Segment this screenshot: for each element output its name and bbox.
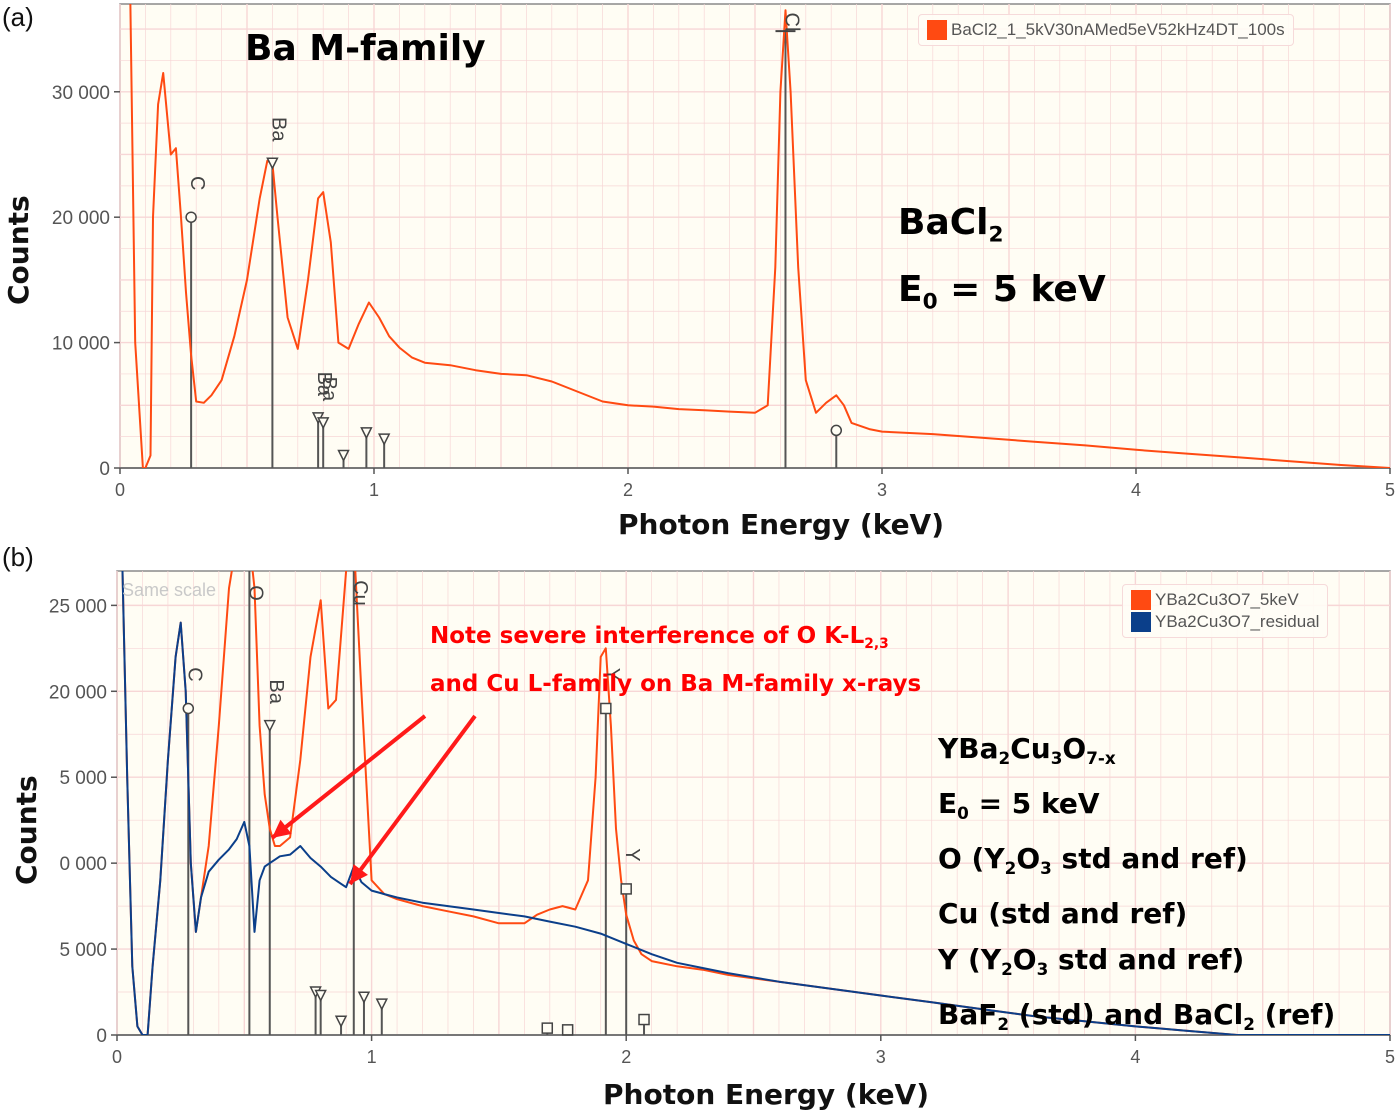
y-tick-label: 20 000 xyxy=(52,208,110,229)
legend-item-bacl2[interactable]: BaCl2_1_5kV30nAMed5eV52kHz4DT_100s xyxy=(927,19,1285,41)
x-tick-label: 3 xyxy=(876,1047,886,1067)
axes: 0 1 2 3 4 5 0 5 000 0 000 5 000 20 000 25 000 xyxy=(49,596,1395,1067)
series-YBa2Cu3O7_residual xyxy=(121,571,1390,1035)
x-tick-label: 2 xyxy=(621,1047,631,1067)
annot-a-line1: BaCl xyxy=(898,202,989,243)
x-tick-label: 4 xyxy=(1130,1047,1140,1067)
marker-ba: Ba xyxy=(263,679,287,733)
x-tick-label: 0 xyxy=(112,1047,122,1067)
annot-b-line-4: Y (Y2O3 std and ref) xyxy=(938,942,1245,979)
marker-ba: Ba xyxy=(316,377,340,430)
panel-b-ylabel: Counts xyxy=(10,775,43,885)
panel-a-ylabel: Counts xyxy=(2,195,35,305)
marker-cu: Cu xyxy=(349,580,371,606)
y-tick-label: 10 000 xyxy=(52,334,110,355)
marker-ba xyxy=(314,989,327,1003)
marker-ba: Ba xyxy=(266,117,289,170)
marker-cl xyxy=(830,424,843,437)
marker-label: Ba xyxy=(318,377,340,402)
marker-ba xyxy=(360,427,373,440)
panel-a-xlabel: Photon Energy (keV) xyxy=(618,508,945,541)
panel-b-label: (b) xyxy=(2,542,34,572)
y-tick-label: 0 000 xyxy=(59,854,107,875)
marker-label: C xyxy=(186,176,208,190)
marker-y xyxy=(541,1022,554,1034)
same-scale-label: Same scale xyxy=(122,580,217,600)
marker-ba xyxy=(377,433,391,446)
interference-note: Note severe interference of O K-L2,3 and… xyxy=(430,623,922,697)
x-tick-label: 1 xyxy=(367,1047,377,1067)
annot-b-line-1: E0 = 5 keV xyxy=(938,786,1100,823)
legend-item-ybco-5kev[interactable]: YBa2Cu3O7_5keV xyxy=(1131,589,1319,611)
x-tick-label: 5 xyxy=(1385,480,1395,500)
y-tick-label: 20 000 xyxy=(49,682,107,703)
marker-label: Ba xyxy=(265,679,287,704)
marker-label: O xyxy=(244,585,266,601)
interference-arrows xyxy=(270,714,477,886)
marker-c: C xyxy=(185,176,208,223)
y-tick-label: 30 000 xyxy=(52,83,110,104)
marker-y: Y xyxy=(620,848,643,895)
x-tick-label: 0 xyxy=(115,480,125,500)
x-tick-label: 5 xyxy=(1385,1047,1395,1067)
marker-y xyxy=(561,1024,574,1036)
panel-b-legend: YBa2Cu3O7_5keV YBa2Cu3O7_residual xyxy=(1122,584,1329,638)
x-tick-label: 3 xyxy=(877,480,887,500)
legend-item-ybco-residual[interactable]: YBa2Cu3O7_residual xyxy=(1131,611,1319,633)
panel-a-label: (a) xyxy=(2,2,34,32)
annot-b-line-3: Cu (std and ref) xyxy=(938,896,1188,930)
y-tick-label: 25 000 xyxy=(49,596,107,617)
marker-label: C xyxy=(183,667,205,681)
x-tick-label: 2 xyxy=(623,480,633,500)
grid xyxy=(119,4,1391,469)
marker-c: C xyxy=(182,667,205,715)
marker-o: O xyxy=(244,585,266,601)
panel-b-plot: 0 1 2 3 4 5 0 5 000 0 000 5 000 20 000 25 000 C O Ba Cu… xyxy=(49,570,1395,1067)
axes: 0 1 2 3 4 5 0 10 000 20 000 30 000 xyxy=(52,83,1395,500)
marker-ba xyxy=(375,998,388,1011)
annot-b-line-0: YBa2Cu3O7-x xyxy=(938,732,1116,768)
marker-label: Cu xyxy=(349,580,371,606)
x-tick-label: 4 xyxy=(1131,480,1141,500)
x-tick-label: 1 xyxy=(369,480,379,500)
y-tick-label: 0 xyxy=(99,459,110,480)
marker-cl: Cl xyxy=(775,13,802,33)
marker-y xyxy=(638,1013,650,1026)
element-markers xyxy=(187,571,646,1035)
panel-b-xlabel: Photon Energy (keV) xyxy=(603,1078,930,1111)
panel-a-sample-annotation: BaCl2 E0 = 5 keV xyxy=(898,202,1106,315)
panel-a-legend: BaCl2_1_5kV30nAMed5eV52kHz4DT_100s xyxy=(918,14,1294,46)
y-tick-label: 5 000 xyxy=(59,940,107,961)
legend-swatch-blue xyxy=(1131,612,1151,632)
y-tick-label: 0 xyxy=(96,1026,107,1047)
marker-label: Ba xyxy=(267,117,289,142)
annot-b-line-2: O (Y2O3 std and ref) xyxy=(938,841,1248,878)
series-BaCl2_1_5kV30nAMed5eV52kHz4DT_100s xyxy=(129,4,1390,468)
marker-y: Y xyxy=(600,668,623,715)
annot-b-line-5: BaF2 (std) and BaCl2 (ref) xyxy=(938,997,1336,1034)
legend-swatch-orange xyxy=(927,20,947,40)
marker-label: Ba xyxy=(313,372,335,397)
y-tick-label: 5 000 xyxy=(59,768,107,789)
panel-b-sample-annotation: YBa2Cu3O7-x E0 = 5 keV O (Y2O3 std and ref… xyxy=(938,726,1335,1046)
element-markers xyxy=(190,29,838,468)
marker-label: Cl xyxy=(780,13,802,32)
marker-ba xyxy=(337,449,350,463)
panel-a-title: Ba M-family xyxy=(245,28,486,69)
marker-label: Y xyxy=(601,668,623,681)
marker-ba xyxy=(334,1015,348,1028)
marker-label: Y xyxy=(621,848,643,861)
marker-ba xyxy=(357,991,371,1004)
legend-swatch-orange xyxy=(1131,590,1151,610)
